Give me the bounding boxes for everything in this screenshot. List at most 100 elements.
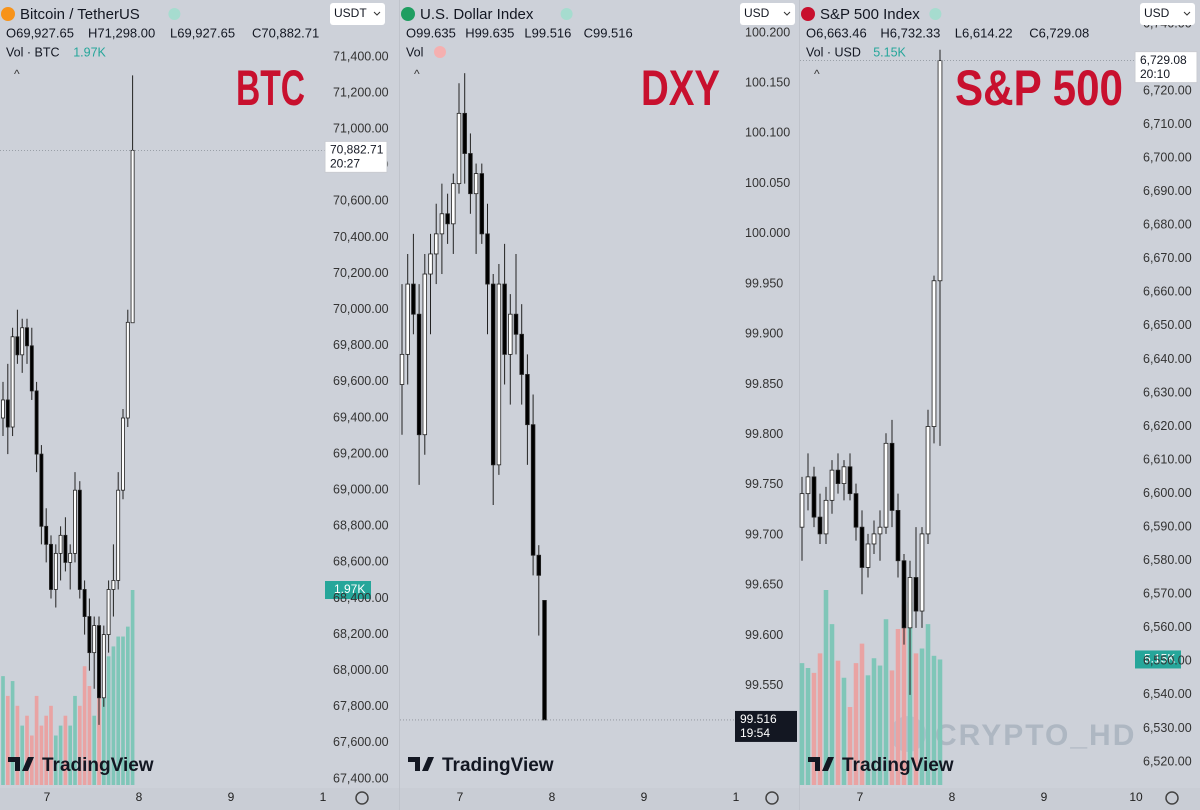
y-tick-label: 6,520.00 — [1143, 754, 1192, 768]
candle-body — [530, 424, 536, 556]
candle-body — [847, 466, 853, 495]
candle-body — [937, 60, 943, 282]
last-price-time: 19:54 — [740, 726, 770, 740]
y-tick-label: 6,570.00 — [1143, 587, 1192, 601]
tv-logo-mark — [808, 757, 834, 771]
last-price-tag — [1134, 51, 1198, 84]
y-tick-label: 6,700.00 — [1143, 150, 1192, 164]
volume-bar — [58, 725, 63, 785]
candle-body — [1, 399, 5, 419]
candle-body — [877, 526, 883, 535]
y-tick-label: 6,560.00 — [1143, 620, 1192, 634]
y-tick-label: 68,800.00 — [333, 519, 389, 533]
candle-body — [116, 489, 121, 581]
ohlc-value: O6,663.46 — [806, 25, 867, 40]
volume-bar — [805, 668, 811, 785]
y-tick-label: 100.050 — [745, 176, 790, 190]
ohlc-value: C99.516 — [584, 25, 633, 40]
candle-body — [416, 313, 422, 436]
status-dot — [560, 8, 573, 20]
volume-bar — [823, 590, 829, 785]
candle-body — [508, 313, 513, 355]
volume-bar — [889, 670, 895, 785]
volume-bar — [925, 624, 931, 785]
ohlc-value: H71,298.00 — [88, 25, 155, 40]
y-tick-label: 69,400.00 — [333, 410, 389, 424]
candle-body — [111, 580, 116, 590]
volume-label: Vol · USD — [806, 45, 861, 59]
candle-body — [428, 253, 433, 275]
currency-label: USD — [744, 6, 770, 20]
symbol-logo — [1, 7, 15, 21]
volume-value: 1.97K — [73, 45, 106, 59]
currency-selector[interactable] — [740, 3, 795, 25]
y-tick-label: 6,670.00 — [1143, 251, 1192, 265]
y-tick-label: 99.650 — [745, 578, 783, 592]
y-tick-label: 67,600.00 — [333, 735, 389, 749]
ohlc-value: O69,927.65 — [6, 25, 74, 40]
volume-bar — [116, 636, 121, 785]
volume-bar — [817, 653, 823, 785]
y-tick-label: 100.100 — [745, 126, 790, 140]
ohlc-value: H6,732.33 — [880, 25, 940, 40]
x-tick-label: 7 — [44, 790, 51, 804]
collapse-icon: ^ — [14, 67, 20, 81]
x-tick-label: 8 — [949, 790, 956, 804]
currency-label: USD — [1144, 6, 1170, 20]
y-tick-label: 71,400.00 — [333, 49, 389, 63]
y-tick-label: 67,400.00 — [333, 771, 389, 785]
y-tick-label: 99.900 — [745, 327, 783, 341]
symbol-logo — [401, 7, 415, 21]
y-tick-label: 6,660.00 — [1143, 285, 1192, 299]
y-tick-label: 70,600.00 — [333, 194, 389, 208]
last-price-label: 99.516 — [740, 712, 777, 726]
candle-body — [835, 469, 841, 484]
y-tick-label: 6,580.00 — [1143, 553, 1192, 567]
candle-body — [479, 173, 485, 235]
candle-body — [542, 600, 547, 721]
y-tick-label: 6,640.00 — [1143, 352, 1192, 366]
candle-body — [106, 589, 111, 635]
y-tick-label: 6,530.00 — [1143, 721, 1192, 735]
volume-bar — [913, 653, 919, 785]
volume-bar — [92, 715, 97, 785]
volume-bar — [39, 725, 44, 785]
candle-body — [125, 321, 130, 419]
currency-selector[interactable] — [1140, 3, 1195, 25]
candle-body — [101, 634, 106, 699]
y-tick-label: 99.550 — [745, 678, 783, 692]
y-tick-label: 68,600.00 — [333, 555, 389, 569]
y-tick-label: 6,620.00 — [1143, 419, 1192, 433]
candle-body — [439, 213, 445, 235]
candle-body — [399, 353, 405, 385]
candle-body — [919, 533, 925, 612]
x-tick-label: 10 — [1129, 790, 1143, 804]
candle-body — [5, 399, 10, 428]
y-tick-label: 100.200 — [745, 25, 790, 39]
dropdown-caret — [783, 11, 791, 16]
y-tick-label: 68,400.00 — [333, 591, 389, 605]
tv-logo-text: TradingView — [842, 755, 954, 776]
y-tick-label: 70,200.00 — [333, 266, 389, 280]
last-price-label: 6,729.08 — [1140, 53, 1187, 67]
candle-body — [130, 149, 135, 324]
ohlc-value: L99.516 — [524, 25, 571, 40]
volume-bar — [5, 695, 10, 785]
volume-bar — [931, 655, 937, 785]
candle-body — [859, 526, 865, 568]
candle-body — [871, 533, 877, 545]
candle-body — [925, 426, 931, 535]
volume-bar — [877, 665, 883, 785]
currency-selector[interactable] — [330, 3, 385, 25]
candle-body — [889, 442, 895, 511]
volume-bar — [1, 676, 5, 785]
symbol-title: U.S. Dollar Index — [420, 6, 534, 23]
volume-label: Vol — [406, 45, 423, 59]
volume-bar — [901, 604, 907, 785]
candle-body — [853, 493, 859, 528]
tv-logo-text: TradingView — [442, 755, 554, 776]
volume-bar — [835, 660, 841, 785]
y-tick-label: 99.950 — [745, 276, 783, 290]
candle-body — [536, 554, 542, 576]
y-tick-label: 67,800.00 — [333, 699, 389, 713]
